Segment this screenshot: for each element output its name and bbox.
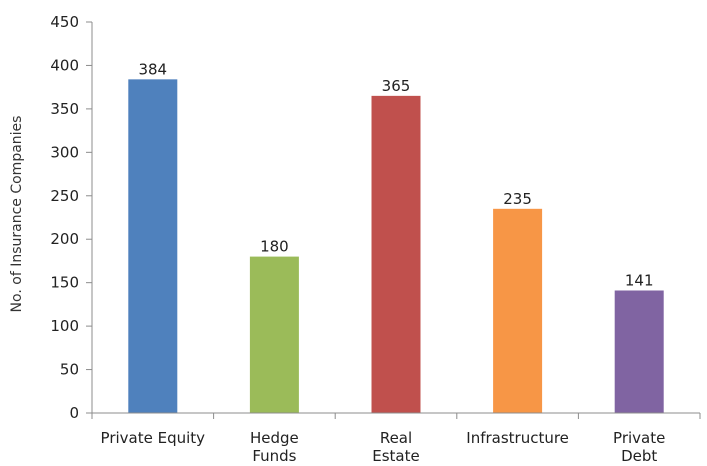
y-tick-label: 250 bbox=[50, 187, 79, 205]
bar bbox=[249, 256, 299, 413]
y-axis-title: No. of Insurance Companies bbox=[9, 116, 25, 313]
x-category-label: Real bbox=[380, 429, 412, 447]
x-category-label: Funds bbox=[252, 447, 296, 465]
y-tick-label: 50 bbox=[60, 361, 79, 379]
bar bbox=[128, 79, 178, 413]
y-tick-label: 450 bbox=[50, 13, 79, 31]
bar bbox=[614, 290, 664, 413]
x-category-label: Private Equity bbox=[101, 429, 206, 447]
data-label: 180 bbox=[260, 238, 289, 256]
y-tick-label: 400 bbox=[50, 56, 79, 74]
x-category-label: Debt bbox=[621, 447, 657, 465]
y-tick-label: 300 bbox=[50, 143, 79, 161]
data-label: 365 bbox=[382, 77, 411, 95]
x-category-label: Infrastructure bbox=[466, 429, 569, 447]
data-label: 141 bbox=[625, 271, 654, 289]
bar bbox=[371, 95, 421, 413]
x-category-label: Hedge bbox=[250, 429, 299, 447]
x-category-label: Private bbox=[613, 429, 665, 447]
data-label: 235 bbox=[503, 190, 532, 208]
data-labels-group: 384 180 365 235 141 bbox=[138, 60, 653, 289]
y-tick-label: 350 bbox=[50, 100, 79, 118]
y-axis-ticks: 0 50 100 150 200 250 300 350 400 450 bbox=[50, 13, 701, 422]
bar bbox=[493, 208, 543, 413]
y-tick-label: 200 bbox=[50, 230, 79, 248]
y-tick-label: 0 bbox=[69, 404, 79, 422]
y-tick-label: 100 bbox=[50, 317, 79, 335]
x-category-label: Estate bbox=[372, 447, 419, 465]
y-tick-label: 150 bbox=[50, 274, 79, 292]
bars-group bbox=[128, 79, 664, 413]
data-label: 384 bbox=[138, 60, 167, 78]
